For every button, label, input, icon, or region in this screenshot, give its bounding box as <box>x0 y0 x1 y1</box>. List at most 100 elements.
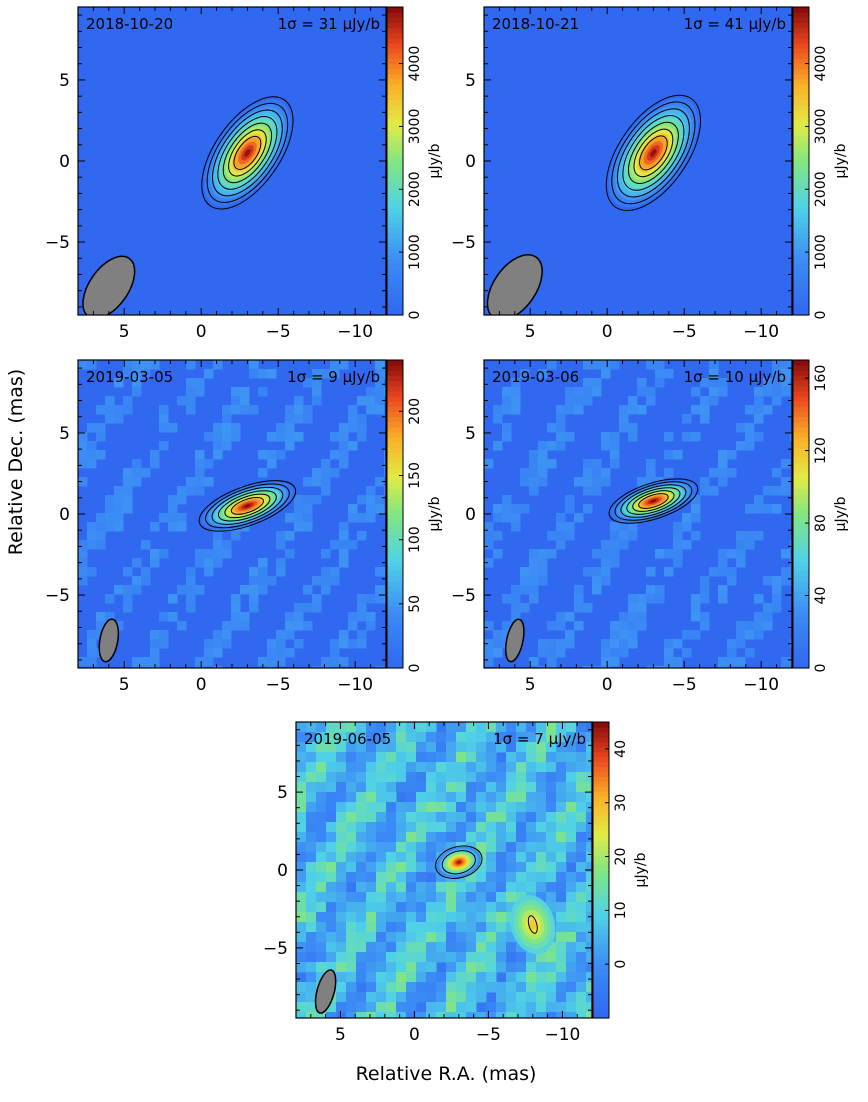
noise-cell <box>96 522 106 532</box>
noise-cell <box>566 782 577 793</box>
noise-cell <box>446 882 457 893</box>
noise-cell <box>456 742 467 753</box>
noise-cell <box>506 802 517 813</box>
noise-cell <box>646 585 656 595</box>
noise-cell <box>312 468 322 478</box>
noise-cell <box>529 468 539 478</box>
noise-cell <box>336 762 347 773</box>
colorbar-segment <box>793 647 809 654</box>
noise-cell <box>576 892 587 903</box>
noise-cell <box>386 752 397 763</box>
noise-cell <box>285 630 295 640</box>
noise-cell <box>396 872 407 883</box>
colorbar-segment <box>387 365 403 371</box>
noise-cell <box>294 522 304 532</box>
noise-cell <box>619 405 629 415</box>
noise-cell <box>610 441 620 451</box>
colorbar-segment <box>387 411 403 418</box>
noise-cell <box>386 992 397 1003</box>
noise-cell <box>556 432 566 442</box>
noise-cell <box>114 513 124 523</box>
noise-cell <box>132 576 142 586</box>
noise-cell <box>366 513 376 523</box>
noise-cell <box>574 387 584 397</box>
colorbar-segment <box>593 919 609 925</box>
noise-cell <box>267 657 277 667</box>
noise-cell <box>406 872 417 883</box>
noise-cell <box>547 648 557 658</box>
noise-cell <box>330 657 340 667</box>
noise-cell <box>511 396 521 406</box>
noise-cell <box>316 872 327 883</box>
colorbar-segment <box>593 929 609 935</box>
noise-cell <box>446 952 457 963</box>
colorbar-tick-label: 3000 <box>813 109 829 145</box>
noise-cell <box>538 558 548 568</box>
colorbar-segment <box>793 94 809 100</box>
noise-cell <box>375 378 385 388</box>
noise-cell <box>709 396 719 406</box>
noise-cell <box>326 782 337 793</box>
noise-cell <box>416 1012 427 1018</box>
noise-cell <box>718 450 728 460</box>
noise-cell <box>416 982 427 993</box>
noise-cell <box>511 603 521 613</box>
noise-cell <box>114 621 124 631</box>
noise-cell <box>484 540 494 550</box>
noise-cell <box>326 862 337 873</box>
colorbar-segment <box>793 227 809 234</box>
colorbar-segment <box>593 736 609 743</box>
noise-cell <box>376 892 387 903</box>
noise-cell <box>312 396 322 406</box>
noise-cell <box>476 942 487 953</box>
noise-cell <box>356 1012 367 1018</box>
noise-cell <box>456 782 467 793</box>
noise-cell <box>763 405 773 415</box>
colorbar-segment <box>793 385 809 392</box>
noise-cell <box>546 882 557 893</box>
noise-cell <box>565 495 575 505</box>
colorbar-segment <box>593 840 609 846</box>
colorbar-segment <box>387 32 403 39</box>
noise-cell <box>366 621 376 631</box>
noise-cell <box>516 972 527 983</box>
colorbar-segment <box>387 549 403 556</box>
noise-cell <box>466 742 477 753</box>
x-tick-label: −10 <box>337 322 373 342</box>
noise-cell <box>496 722 507 733</box>
colorbar-segment <box>593 983 609 989</box>
colorbar-segment <box>387 421 403 428</box>
colorbar-segment <box>593 855 609 861</box>
noise-cell <box>384 585 386 595</box>
noise-cell <box>538 648 548 658</box>
noise-cell <box>386 802 397 813</box>
colorbar-segment <box>793 365 809 371</box>
noise-cell <box>546 982 557 993</box>
noise-cell <box>366 1002 377 1013</box>
noise-cell <box>506 932 517 943</box>
colorbar-segment <box>387 289 403 296</box>
noise-cell <box>123 369 133 379</box>
noise-cell <box>601 666 611 668</box>
y-tick-label: 5 <box>59 424 70 444</box>
noise-cell <box>556 1002 567 1013</box>
noise-cell <box>321 549 331 559</box>
noise-cell <box>476 792 487 803</box>
noise-cell <box>336 902 347 913</box>
noise-cell <box>396 812 407 823</box>
noise-cell <box>619 423 629 433</box>
noise-cell <box>396 962 407 973</box>
x-tick-label: 5 <box>525 322 536 342</box>
colorbar-segment <box>387 7 403 13</box>
noise-cell <box>366 1012 377 1018</box>
colorbar-segment <box>793 616 809 623</box>
colorbar-segment <box>387 570 403 577</box>
noise-cell <box>436 742 447 753</box>
noise-cell <box>763 621 773 631</box>
noise-cell <box>546 952 557 963</box>
colorbar-segment <box>793 155 809 162</box>
noise-cell <box>316 932 327 943</box>
noise-cell <box>285 513 295 523</box>
colorbar-tick-label: 40 <box>613 740 629 758</box>
noise-cell <box>366 962 377 973</box>
